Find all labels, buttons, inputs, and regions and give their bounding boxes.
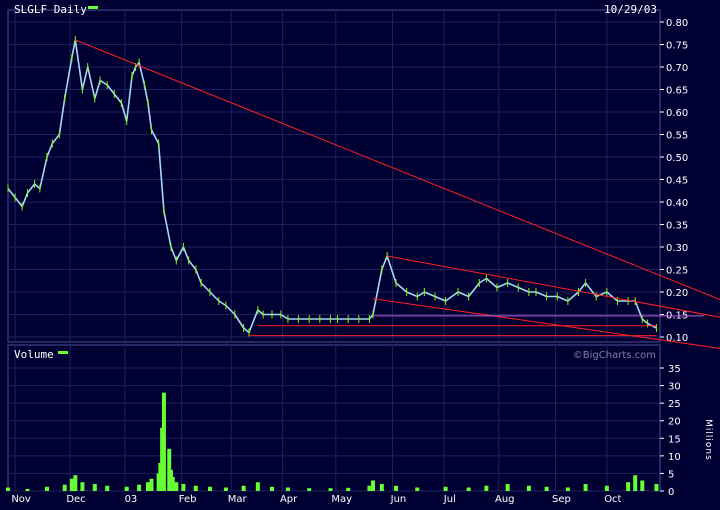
x-tick-label: Aug [495,494,515,505]
price-tick-label: 0.40 [666,198,688,209]
volume-bar [328,488,333,491]
price-tick-label: 0.25 [666,266,688,277]
volume-bar [80,482,85,491]
price-grid [8,10,660,342]
volume-bar [526,485,531,491]
volume-bar [73,475,78,491]
x-tick-label: 03 [125,494,138,505]
volume-grid [8,345,660,492]
volume-legend-swatch [58,351,68,354]
volume-bar [285,487,290,491]
volume-unit-label: Millions [703,419,713,461]
x-tick-label: Feb [179,494,197,505]
volume-bar [255,482,260,491]
x-tick-label: Oct [604,494,621,505]
x-tick-label: Nov [11,494,31,505]
volume-label: Volume [14,348,54,361]
x-tick-label: Dec [66,494,85,505]
volume-tick-label: 5 [668,469,674,480]
volume-bar [223,487,228,491]
price-tick-label: 0.70 [666,63,688,74]
volume-tick-label: 10 [668,452,681,463]
volume-tick-label: 20 [668,417,681,428]
price-tick-label: 0.45 [666,176,688,187]
volume-bar [505,483,510,491]
volume-bar [466,487,471,491]
volume-bar [583,483,588,491]
trendline-channel-upper [387,255,720,318]
volume-tick-label: 35 [668,364,681,375]
volume-bar [626,482,631,491]
volume-bar [207,486,212,491]
volume-bar [145,482,150,491]
volume-bar [346,487,351,491]
volume-bar [161,392,166,491]
volume-bar [367,485,372,491]
volume-bar [307,488,312,491]
volume-bar [544,486,549,491]
volume-bar [25,488,30,491]
volume-bar [379,483,384,491]
volume-bar [149,478,154,491]
price-tick-label: 0.80 [666,18,688,29]
x-tick-label: Apr [280,494,298,505]
volume-bar [181,483,186,491]
volume-bar [124,486,129,491]
price-tick-label: 0.65 [666,86,688,97]
volume-bar [394,485,399,491]
price-tick-label: 0.10 [666,333,688,344]
volume-bar [633,475,638,491]
price-tick-label: 0.75 [666,41,688,52]
volume-bar [6,487,10,491]
volume-bar [484,485,489,491]
volume-bars [6,392,659,491]
trendline-downtrend-long [75,39,720,301]
x-tick-label: May [331,494,352,505]
volume-bar [193,485,198,491]
price-tick-label: 0.35 [666,221,688,232]
volume-bar [370,480,375,491]
volume-tick-label: 0 [668,487,674,498]
volume-bar [105,485,110,491]
volume-bar [241,485,246,491]
volume-bar [415,487,420,491]
volume-bar [69,478,74,491]
price-panel-frame [7,9,661,343]
x-tick-label: Jul [443,494,456,505]
volume-bar [640,480,645,491]
volume-tick-label: 30 [668,382,681,393]
x-tick-label: Mar [228,494,248,505]
x-tick-label: Sep [552,494,571,505]
price-tick-label: 0.55 [666,131,688,142]
x-tick-label: Jun [390,494,407,505]
chart-date: 10/29/03 [604,3,657,16]
volume-tick-label: 15 [668,434,681,445]
price-line [7,39,657,334]
volume-bar [62,484,67,491]
watermark: ©BigCharts.com [573,350,656,361]
volume-tick-label: 25 [668,399,681,410]
x-axis: Nov Dec 03 Feb Mar Apr May Jun Jul Aug Sep Oct [11,494,621,505]
volume-bar [92,483,97,491]
volume-bar [174,482,179,491]
trendlines [75,39,720,349]
price-tick-label: 0.30 [666,243,688,254]
volume-bar [170,476,175,491]
volume-bar [443,486,448,491]
price-tick-label: 0.60 [666,108,688,119]
ticker-legend-swatch [88,6,98,9]
volume-bar [44,486,49,491]
volume-bar [565,487,570,491]
volume-y-axis: 0 5 10 15 20 25 30 35 [660,364,681,498]
price-tick-label: 0.50 [666,153,688,164]
volume-bar [137,484,142,491]
volume-bar [654,483,659,491]
volume-bar [269,486,274,491]
volume-bar [604,485,609,491]
trendline-channel-lower [372,298,720,349]
ticker-label: SLGLF Daily [14,3,87,16]
price-tick-label: 0.20 [666,288,688,299]
